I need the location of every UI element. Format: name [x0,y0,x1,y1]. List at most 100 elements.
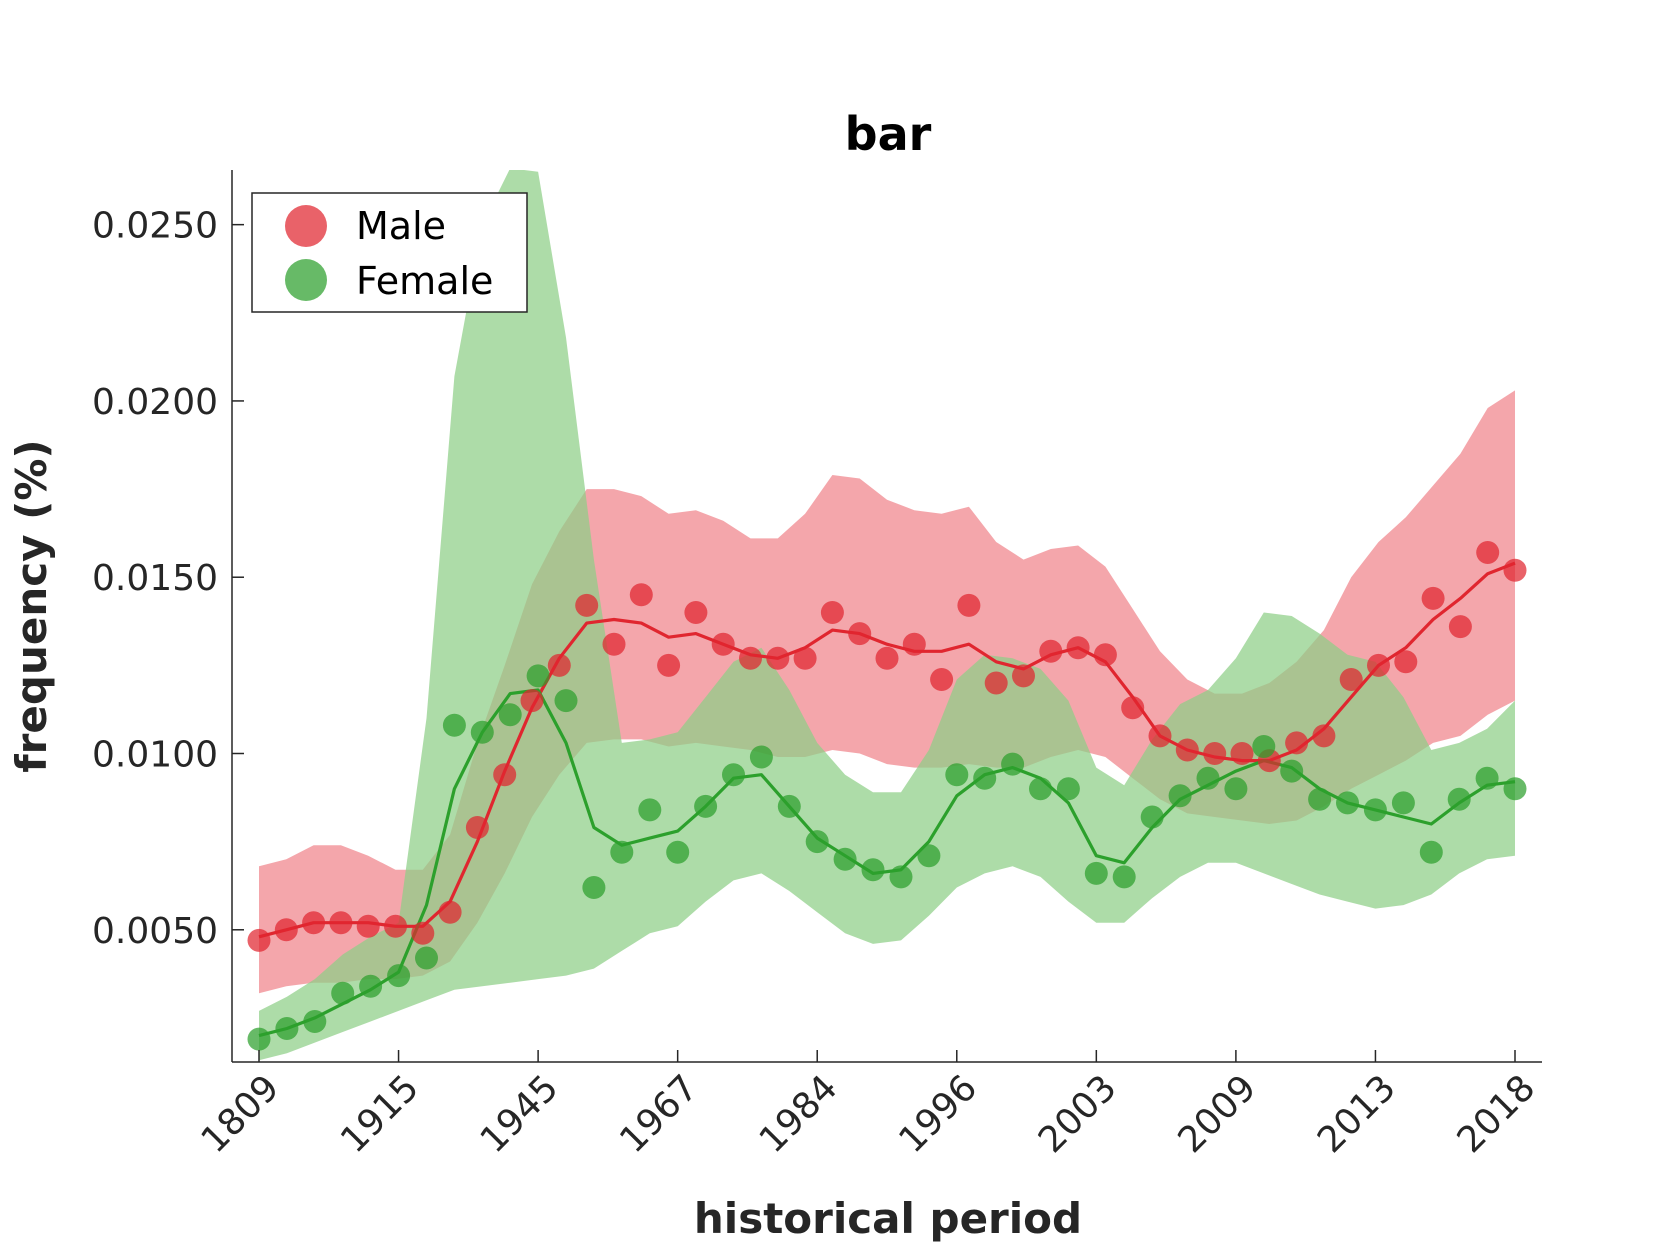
point-female [331,981,355,1005]
legend-label-female: Female [356,259,493,303]
point-male [1421,586,1445,610]
point-female [1280,759,1304,783]
point-male [1148,724,1172,748]
point-female [666,840,690,864]
point-male [438,900,462,924]
point-female [917,844,941,868]
point-male [520,689,544,713]
point-female [1391,791,1415,815]
point-male [329,911,353,935]
point-female [1447,787,1471,811]
point-male [629,583,653,607]
point-male [1448,615,1472,639]
point-female [973,766,997,790]
point-female [722,763,745,787]
point-female [1252,735,1276,758]
point-male [793,646,817,670]
point-female [1363,798,1387,822]
point-female [554,689,578,713]
point-male [1476,541,1500,564]
point-female [889,865,913,889]
point-female [498,703,522,727]
point-male [1203,742,1227,765]
point-male [547,653,571,677]
legend-marker-male [285,205,327,247]
point-male [684,601,708,624]
band-female [259,170,1515,1061]
point-female [749,745,773,769]
point-male [1503,558,1527,582]
point-male [493,763,517,787]
confidence-bands [259,170,1515,1061]
point-male [1285,731,1309,755]
point-male [1312,724,1336,748]
point-male [984,671,1008,695]
y-tick-label: 0.0200 [92,382,218,423]
point-female [1224,777,1248,801]
y-tick-label: 0.0250 [92,206,218,247]
y-axis-title: frequency (%) [7,439,56,772]
chart-title: bar [845,107,932,161]
point-female [610,840,634,864]
line-female [258,688,1516,1038]
point-female [861,858,885,882]
legend: Male Female [251,192,528,313]
point-male [602,632,626,656]
point-male [356,914,380,938]
legend-marker-female [285,259,327,301]
point-male [1367,653,1390,677]
x-axis-title: historical period [694,1194,1082,1243]
point-female [1308,787,1332,811]
point-male [820,601,844,624]
point-female [805,830,829,854]
point-male [1394,650,1418,674]
point-male [739,646,762,670]
point-female [526,664,550,688]
point-female [1001,752,1025,776]
point-male [848,622,872,646]
point-female [470,720,494,744]
point-male [1093,643,1117,667]
point-female [777,794,801,818]
point-female [1084,861,1108,885]
point-female [1112,865,1136,889]
point-female [415,946,438,970]
point-female [247,1027,271,1051]
point-male [247,928,271,952]
point-male [711,632,735,656]
point-female [1168,784,1192,808]
y-tick-label: 0.0150 [92,558,218,599]
point-female [1056,777,1080,801]
point-female [359,974,383,998]
point-male [1339,668,1363,691]
y-tick-label: 0.0100 [92,735,218,776]
point-female [303,1010,327,1033]
point-male [930,668,954,691]
point-female [387,964,411,988]
point-female [1140,805,1164,829]
legend-label-male: Male [356,204,446,248]
point-male [1039,639,1063,663]
point-female [833,847,857,871]
point-female [694,794,718,818]
point-male [274,918,298,942]
point-male [766,646,790,670]
y-tick-label: 0.0050 [92,911,218,952]
point-female [1336,791,1359,815]
point-male [957,593,981,617]
point-male [411,921,435,945]
point-male [657,653,681,677]
point-male [575,593,599,617]
point-female [1196,766,1220,790]
point-male [384,914,407,938]
point-male [1175,738,1199,762]
point-male [1121,696,1145,720]
point-male [1012,664,1035,688]
point-male [1230,742,1254,765]
point-male [302,911,326,935]
point-female [1503,777,1527,801]
point-male [1066,636,1090,660]
point-female [1475,766,1499,790]
point-female [275,1017,299,1040]
